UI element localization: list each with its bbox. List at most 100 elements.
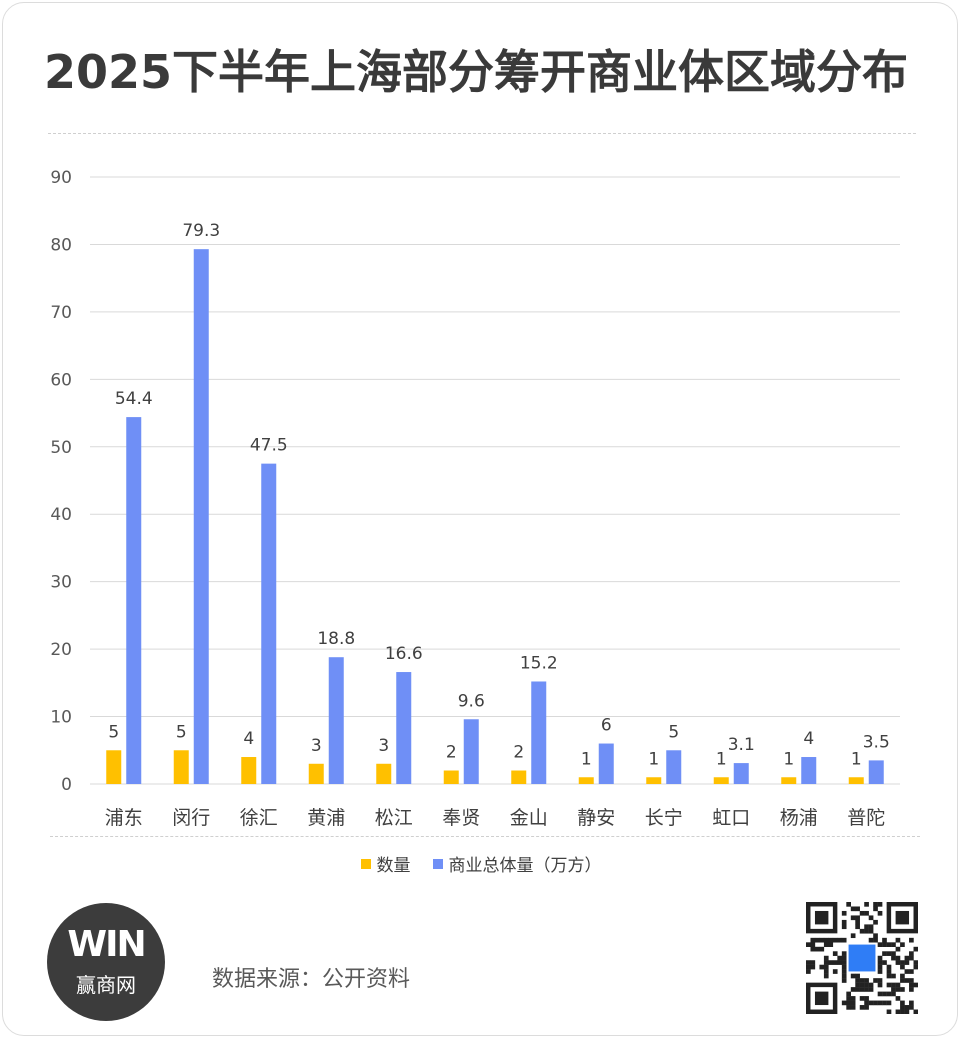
data-label-count: 1 bbox=[581, 749, 592, 769]
qr-module bbox=[900, 973, 905, 979]
data-label-area: 3.5 bbox=[863, 732, 890, 752]
chart-title: 2025下半年上海部分筹开商业体区域分布 bbox=[43, 45, 909, 99]
qr-module bbox=[855, 906, 860, 912]
qr-module bbox=[913, 960, 918, 965]
qr-module bbox=[806, 964, 811, 970]
bar-area bbox=[193, 249, 209, 785]
qr-module bbox=[904, 1005, 910, 1010]
data-label-area: 4 bbox=[803, 729, 814, 749]
data-label-count: 2 bbox=[446, 743, 457, 763]
qr-module bbox=[891, 987, 896, 992]
qr-module bbox=[895, 937, 901, 943]
qr-module bbox=[810, 942, 816, 947]
qr-module bbox=[877, 1000, 883, 1006]
qr-module bbox=[895, 955, 901, 961]
qr-module bbox=[900, 960, 905, 965]
qr-module bbox=[832, 960, 838, 965]
qr-module bbox=[859, 996, 865, 1001]
logo-mark: WIN bbox=[67, 923, 146, 965]
y-tick-label: 70 bbox=[50, 303, 72, 323]
data-label-area: 47.5 bbox=[250, 436, 288, 456]
qr-module bbox=[900, 1009, 905, 1014]
qr-module bbox=[909, 978, 914, 983]
data-label-count: 1 bbox=[648, 749, 659, 769]
qr-module bbox=[819, 937, 825, 943]
qr-module bbox=[909, 1005, 914, 1010]
qr-module bbox=[900, 987, 905, 992]
qr-module bbox=[841, 969, 847, 974]
qr-module bbox=[877, 964, 883, 970]
qr-module bbox=[841, 964, 847, 970]
qr-module bbox=[850, 906, 856, 912]
y-tick-label: 50 bbox=[50, 438, 72, 458]
data-label-count: 5 bbox=[108, 722, 119, 742]
bar-area bbox=[463, 719, 479, 784]
data-label-area: 6 bbox=[601, 716, 612, 736]
qr-module bbox=[855, 973, 860, 979]
qr-module bbox=[877, 910, 883, 916]
win-logo-icon: WIN 赢商网 bbox=[47, 903, 165, 1021]
qr-module bbox=[909, 955, 914, 961]
y-tick-label: 10 bbox=[50, 708, 72, 728]
data-label-area: 9.6 bbox=[458, 691, 485, 711]
data-label-count: 5 bbox=[176, 722, 187, 742]
qr-module bbox=[877, 978, 883, 983]
data-label-area: 16.6 bbox=[385, 644, 423, 664]
qr-module bbox=[841, 937, 847, 943]
qr-module bbox=[877, 942, 883, 947]
data-label-area: 5 bbox=[668, 722, 679, 742]
qr-module bbox=[832, 969, 838, 974]
qr-module bbox=[886, 969, 892, 974]
bar-area bbox=[801, 757, 817, 784]
qr-module bbox=[850, 1000, 856, 1006]
bar-count bbox=[511, 770, 527, 784]
bar-area bbox=[733, 763, 749, 784]
y-tick-label: 60 bbox=[50, 370, 72, 390]
qr-module bbox=[873, 937, 878, 943]
qr-module bbox=[841, 960, 847, 965]
y-tick-label: 30 bbox=[50, 573, 72, 593]
x-category-label: 静安 bbox=[577, 807, 615, 829]
bar-count bbox=[646, 777, 662, 784]
qr-module bbox=[891, 955, 896, 961]
bar-count bbox=[443, 770, 459, 784]
qr-module bbox=[864, 902, 869, 907]
qr-module bbox=[841, 924, 847, 930]
x-category-label: 黄浦 bbox=[307, 807, 345, 829]
qr-module bbox=[909, 982, 914, 988]
qr-module bbox=[873, 978, 878, 983]
logo-name: 赢商网 bbox=[76, 972, 136, 997]
qr-module bbox=[859, 978, 865, 983]
qr-module bbox=[841, 973, 847, 979]
qr-module bbox=[850, 987, 856, 992]
y-tick-label: 0 bbox=[61, 775, 72, 795]
qr-module bbox=[886, 1009, 892, 1014]
qr-module bbox=[841, 951, 847, 956]
qr-module bbox=[859, 910, 865, 916]
y-tick-label: 80 bbox=[50, 235, 72, 255]
qr-module bbox=[841, 1000, 847, 1006]
x-category-label: 浦东 bbox=[105, 807, 143, 829]
qr-module bbox=[868, 928, 874, 934]
qr-module bbox=[900, 978, 905, 983]
qr-module bbox=[864, 924, 869, 930]
qr-module bbox=[846, 902, 851, 907]
data-label-count: 2 bbox=[513, 743, 524, 763]
qr-module bbox=[900, 1000, 905, 1006]
qr-module bbox=[873, 1000, 878, 1006]
qr-module bbox=[873, 902, 878, 907]
legend-swatch-area bbox=[432, 858, 443, 869]
bar-count bbox=[241, 757, 257, 784]
qr-module bbox=[873, 906, 878, 912]
qr-module bbox=[868, 937, 874, 943]
qr-module bbox=[859, 982, 865, 988]
qr-module bbox=[868, 987, 874, 992]
qr-module bbox=[828, 960, 834, 965]
bar-area bbox=[666, 750, 682, 784]
qr-module bbox=[819, 946, 825, 952]
legend-label-count: 数量 bbox=[376, 856, 411, 876]
qr-module bbox=[864, 928, 869, 934]
qr-module bbox=[810, 946, 816, 952]
qr-module bbox=[904, 978, 910, 983]
data-label-area: 18.8 bbox=[317, 629, 355, 649]
